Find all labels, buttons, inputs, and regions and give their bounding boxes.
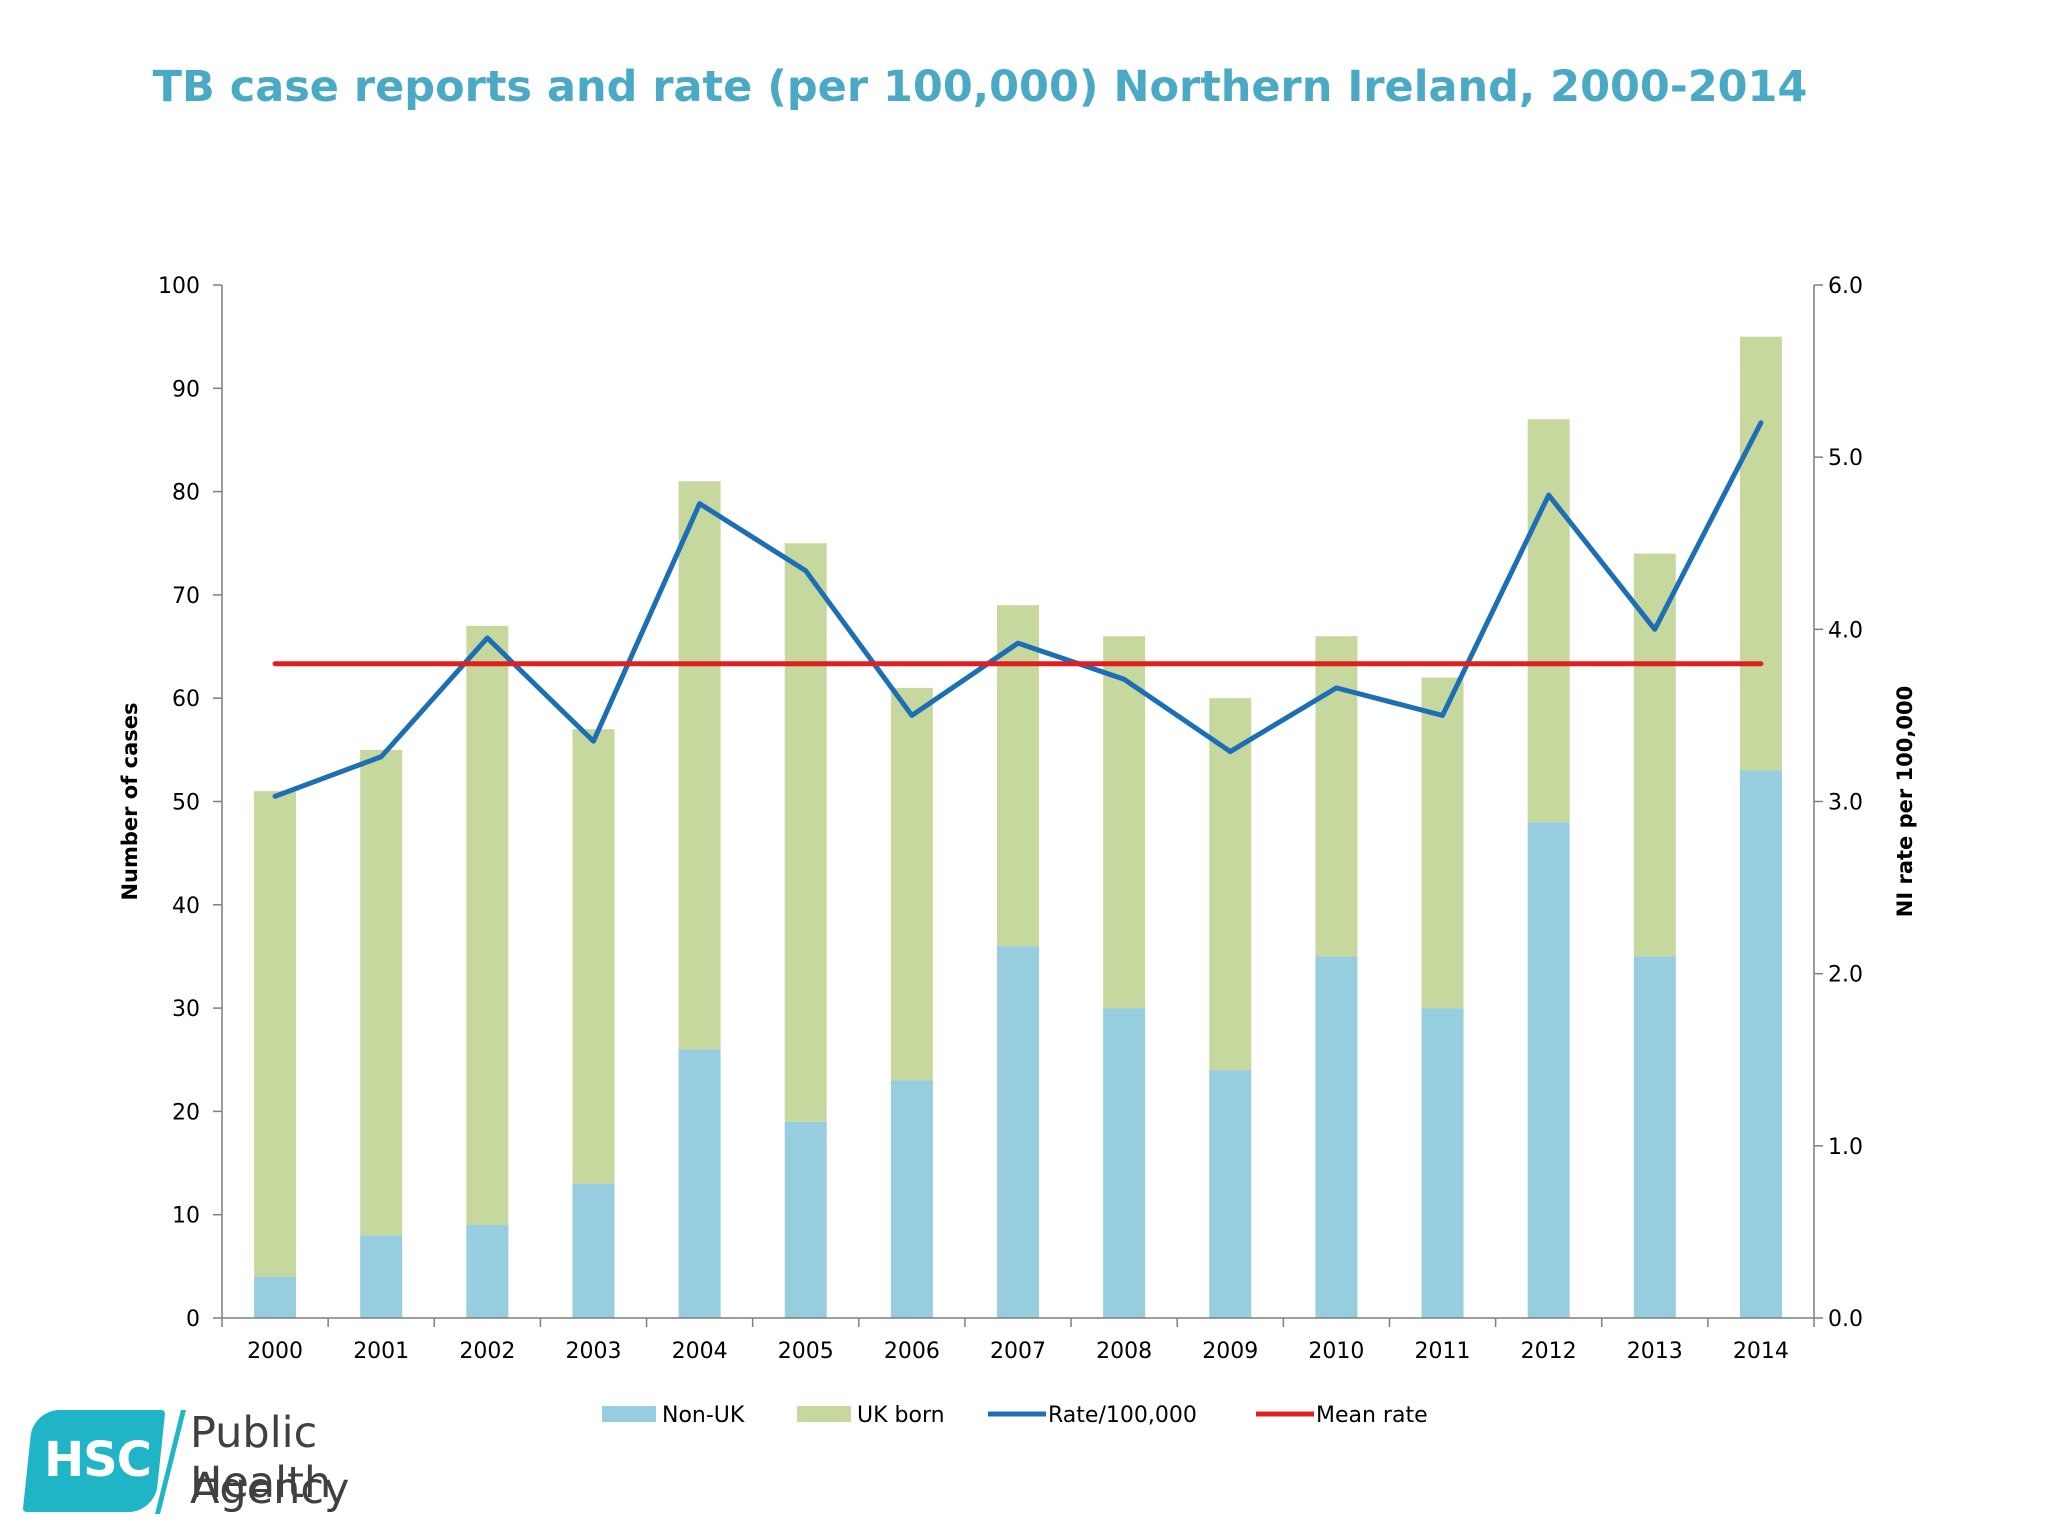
bar-non-uk-2006 bbox=[890, 1080, 933, 1318]
x-tick-label-2004: 2004 bbox=[672, 1339, 728, 1364]
y-tick-label: 90 bbox=[172, 377, 200, 402]
y2-tick-label: 3.0 bbox=[1828, 791, 1863, 816]
y-tick-label: 0 bbox=[186, 1307, 200, 1332]
x-tick-label-2013: 2013 bbox=[1627, 1339, 1683, 1364]
legend-label-uk-born: UK born bbox=[857, 1403, 945, 1428]
x-tick-label-2003: 2003 bbox=[565, 1339, 621, 1364]
bar-non-uk-2007 bbox=[997, 946, 1039, 1318]
legend-label-mean-rate: Mean rate bbox=[1316, 1403, 1428, 1428]
bar-uk-born-2013 bbox=[1633, 553, 1676, 957]
x-tick-label-2000: 2000 bbox=[247, 1339, 303, 1364]
x-tick-label-2010: 2010 bbox=[1308, 1339, 1364, 1364]
x-tick-label-2006: 2006 bbox=[884, 1339, 940, 1364]
hsc-logo: HSC Public Health Agency bbox=[22, 1408, 448, 1520]
bar-non-uk-2008 bbox=[1103, 1008, 1146, 1318]
logo-text-line1: Public Health bbox=[190, 1408, 332, 1508]
x-tick-label-2012: 2012 bbox=[1521, 1339, 1577, 1364]
x-tick-label-2014: 2014 bbox=[1733, 1339, 1789, 1364]
y2-tick-label: 6.0 bbox=[1828, 274, 1863, 299]
hsc-logo-box-text: HSC bbox=[44, 1432, 152, 1488]
bar-non-uk-2005 bbox=[784, 1121, 827, 1318]
bar-non-uk-2002 bbox=[466, 1225, 509, 1318]
y-tick-label: 70 bbox=[172, 584, 200, 609]
bar-uk-born-2006 bbox=[890, 687, 933, 1081]
bar-non-uk-2013 bbox=[1633, 956, 1676, 1318]
bar-non-uk-2014 bbox=[1739, 770, 1782, 1318]
bar-uk-born-2001 bbox=[360, 749, 403, 1236]
y2-tick-label: 0.0 bbox=[1828, 1307, 1863, 1332]
bar-non-uk-2011 bbox=[1421, 1008, 1464, 1318]
bar-non-uk-2001 bbox=[360, 1235, 403, 1318]
bar-uk-born-2000 bbox=[254, 791, 297, 1277]
y-tick-label: 40 bbox=[172, 894, 200, 919]
bar-non-uk-2004 bbox=[678, 1049, 721, 1318]
bar-uk-born-2010 bbox=[1315, 636, 1358, 957]
bar-non-uk-2000 bbox=[254, 1276, 297, 1318]
y2-tick-label: 2.0 bbox=[1828, 963, 1863, 988]
bar-uk-born-2012 bbox=[1527, 419, 1570, 823]
x-tick-label-2009: 2009 bbox=[1202, 1339, 1258, 1364]
bar-uk-born-2004 bbox=[678, 481, 721, 1050]
y-tick-label: 60 bbox=[172, 687, 200, 712]
y-tick-label: 100 bbox=[158, 274, 200, 299]
legend-label-non-uk: Non-UK bbox=[662, 1403, 745, 1428]
x-tick-label-2011: 2011 bbox=[1415, 1339, 1471, 1364]
y2-axis-title: NI rate per 100,000 bbox=[1893, 686, 1917, 917]
bar-uk-born-2002 bbox=[466, 625, 509, 1226]
bar-uk-born-2003 bbox=[572, 729, 615, 1184]
y-tick-label: 20 bbox=[172, 1100, 200, 1125]
bar-non-uk-2003 bbox=[572, 1183, 615, 1318]
y-tick-label: 50 bbox=[172, 791, 200, 816]
x-tick-label-2008: 2008 bbox=[1096, 1339, 1152, 1364]
y-axis-title: Number of cases bbox=[118, 702, 142, 900]
y2-tick-label: 4.0 bbox=[1828, 618, 1863, 643]
y2-tick-label: 1.0 bbox=[1828, 1135, 1863, 1160]
bar-uk-born-2007 bbox=[997, 605, 1039, 947]
bar-uk-born-2009 bbox=[1209, 698, 1252, 1071]
bar-uk-born-2008 bbox=[1103, 636, 1146, 1009]
bar-non-uk-2009 bbox=[1209, 1070, 1252, 1318]
logo-text-line2: Agency bbox=[190, 1464, 350, 1514]
y-tick-label: 10 bbox=[172, 1204, 200, 1229]
bar-uk-born-2011 bbox=[1421, 677, 1464, 1009]
y2-tick-label: 5.0 bbox=[1828, 446, 1863, 471]
y-tick-label: 80 bbox=[172, 481, 200, 506]
bar-non-uk-2012 bbox=[1527, 822, 1570, 1318]
chart-title: TB case reports and rate (per 100,000) N… bbox=[152, 62, 1808, 112]
x-tick-label-2007: 2007 bbox=[990, 1339, 1046, 1364]
legend-swatch-non-uk bbox=[602, 1406, 656, 1422]
y-tick-label: 30 bbox=[172, 997, 200, 1022]
legend-label-rate-100-000: Rate/100,000 bbox=[1048, 1403, 1197, 1428]
x-tick-label-2001: 2001 bbox=[353, 1339, 409, 1364]
x-tick-label-2005: 2005 bbox=[778, 1339, 834, 1364]
bar-uk-born-2005 bbox=[784, 543, 827, 1122]
bar-non-uk-2010 bbox=[1315, 956, 1358, 1318]
legend-swatch-uk-born bbox=[797, 1406, 851, 1422]
x-tick-label-2002: 2002 bbox=[459, 1339, 515, 1364]
bar-uk-born-2014 bbox=[1739, 336, 1782, 771]
